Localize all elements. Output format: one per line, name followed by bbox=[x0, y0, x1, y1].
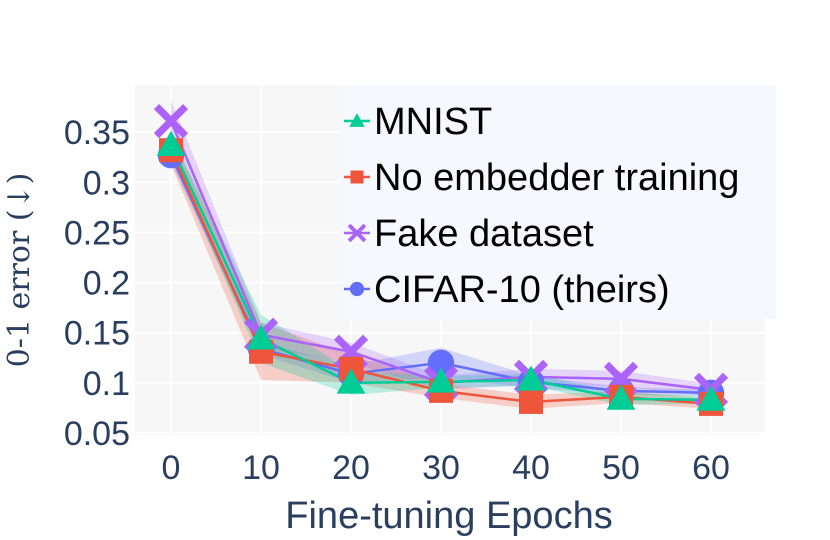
point-mnist bbox=[606, 384, 636, 410]
point-mnist bbox=[696, 385, 726, 411]
legend-item-fake-dataset: Fake dataset bbox=[344, 213, 594, 255]
point-mnist bbox=[516, 365, 546, 391]
point-mnist bbox=[246, 324, 276, 350]
y-tick-label: 0.2 bbox=[83, 265, 130, 303]
band-no-embedder-training bbox=[171, 136, 711, 409]
point-mnist bbox=[426, 367, 456, 393]
point-cifar-10-theirs bbox=[427, 349, 455, 376]
legend-item-mnist: MNIST bbox=[344, 101, 492, 143]
legend-marker bbox=[349, 281, 365, 297]
y-tick-label: 0.1 bbox=[83, 365, 130, 403]
legend-item-cifar-10-theirs: CIFAR-10 (theirs) bbox=[344, 269, 670, 311]
legend: MNIST No embedder training Fake dataset CIF… bbox=[340, 85, 776, 319]
series-markers bbox=[153, 104, 729, 416]
x-tick-label: 50 bbox=[602, 449, 640, 487]
x-tick-label: 40 bbox=[512, 449, 550, 487]
point-mnist bbox=[156, 130, 186, 156]
x-tick-label: 0 bbox=[162, 449, 181, 487]
legend-label: Fake dataset bbox=[374, 213, 594, 255]
y-tick-label: 0.35 bbox=[64, 114, 130, 152]
x-tick-label: 10 bbox=[242, 449, 280, 487]
y-tick-label: 0.15 bbox=[64, 315, 130, 353]
legend-item-no-embedder-training: No embedder training bbox=[344, 157, 739, 199]
legend-label: No embedder training bbox=[374, 157, 739, 199]
x-axis-label: Fine-tuning Epochs bbox=[285, 495, 612, 537]
legend-marker bbox=[350, 170, 364, 184]
x-tick-label: 20 bbox=[332, 449, 370, 487]
y-axis-label: 0-1 error (↓) bbox=[2, 173, 37, 368]
legend-background bbox=[340, 85, 776, 319]
y-tick-labels: 0.05 0.1 0.15 0.2 0.25 0.3 0.35 bbox=[64, 114, 130, 453]
x-tick-labels: 0 10 20 30 40 50 60 bbox=[162, 449, 730, 487]
error-bands bbox=[171, 100, 711, 409]
point-no-embedder-training bbox=[519, 389, 543, 414]
legend-label: CIFAR-10 (theirs) bbox=[374, 269, 670, 311]
legend-label: MNIST bbox=[374, 101, 492, 143]
y-tick-label: 0.05 bbox=[64, 415, 130, 453]
x-tick-label: 30 bbox=[422, 449, 460, 487]
y-tick-label: 0.3 bbox=[83, 164, 130, 202]
point-fake-dataset bbox=[153, 104, 189, 139]
legend-marker bbox=[347, 223, 367, 243]
point-mnist bbox=[336, 368, 366, 394]
legend-marker bbox=[349, 113, 365, 127]
x-tick-label: 60 bbox=[692, 449, 730, 487]
y-tick-label: 0.25 bbox=[64, 214, 130, 252]
